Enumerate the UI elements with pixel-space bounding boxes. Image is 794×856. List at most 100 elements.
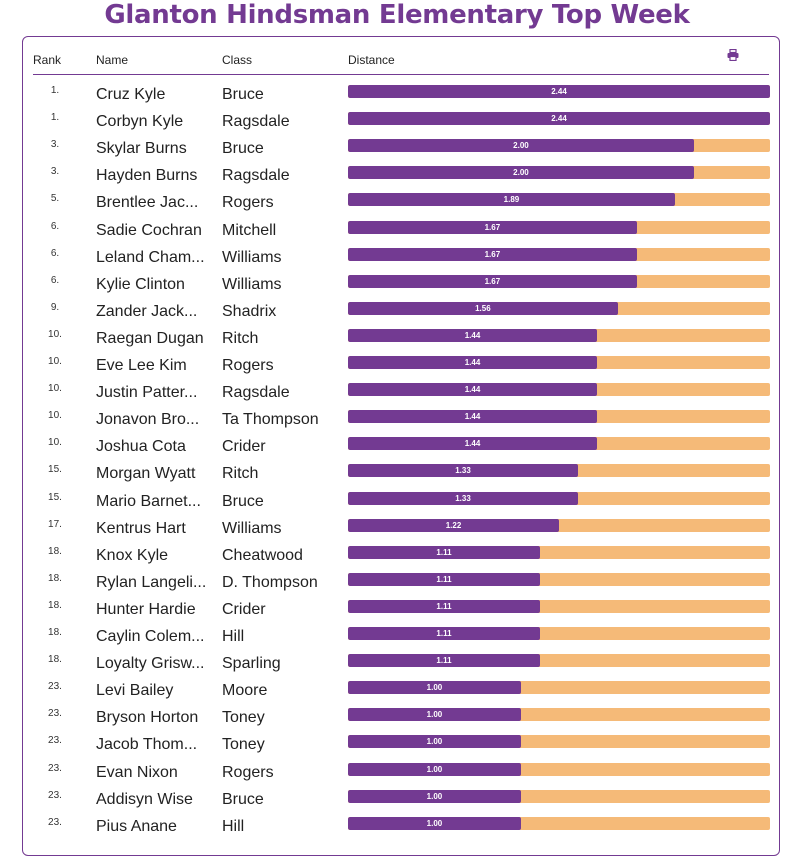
class-cell: Rogers — [222, 763, 274, 781]
distance-bar-track: 1.67 — [348, 247, 770, 261]
class-cell: Mitchell — [222, 221, 277, 239]
name-cell: Knox Kyle — [96, 546, 169, 564]
class-cell: Ritch — [222, 329, 259, 347]
class-cell: Cheatwood — [222, 546, 303, 564]
distance-bar-fill: 1.00 — [348, 708, 521, 722]
distance-value: 1.67 — [484, 276, 501, 286]
table-row: 23. Jacob Thom... Toney 1.00 — [23, 728, 779, 755]
distance-bar-fill: 1.11 — [348, 599, 540, 613]
table-row: 6. Leland Cham... Williams 1.67 — [23, 241, 779, 268]
name-cell: Levi Bailey — [96, 682, 174, 700]
class-cell: Hill — [222, 628, 245, 645]
page-title: Glanton Hindsman Elementary Top Week — [104, 0, 690, 30]
name-cell: Loyalty Grisw... — [96, 655, 205, 673]
leaderboard-card: Rank Name Class Distance 1. Cruz Kyle Bruc… — [22, 36, 780, 856]
distance-bar-track: 1.67 — [348, 220, 770, 234]
distance-value: 1.11 — [436, 547, 452, 557]
table-row: 15. Morgan Wyatt Ritch 1.33 — [23, 457, 779, 484]
distance-bar-track: 1.56 — [348, 301, 770, 315]
rank-cell: 10. — [48, 328, 62, 340]
distance-value: 1.67 — [484, 249, 501, 259]
name-cell: Skylar Burns — [96, 140, 187, 158]
distance-bar-track: 1.00 — [348, 816, 770, 830]
distance-bar-fill: 1.67 — [348, 247, 637, 261]
table-row: 3. Skylar Burns Bruce 2.00 — [23, 132, 779, 159]
distance-value: 1.44 — [464, 330, 481, 340]
distance-value: 2.00 — [513, 168, 529, 178]
distance-bar-fill: 1.00 — [348, 681, 521, 695]
distance-value: 1.89 — [503, 195, 520, 205]
name-cell: Eve Lee Kim — [96, 357, 187, 374]
rank-cell: 23. — [48, 762, 62, 774]
distance-value: 1.11 — [436, 629, 452, 638]
rank-cell: 6. — [50, 274, 60, 286]
class-cell: Hill — [222, 817, 245, 835]
table-row: 15. Mario Barnet... Bruce 1.33 — [23, 485, 779, 512]
distance-bar-fill: 1.11 — [348, 654, 540, 668]
table-row: 18. Caylin Colem... Hill 1.11 — [23, 620, 779, 647]
rank-cell: 10. — [48, 356, 62, 367]
table-row: 6. Sadie Cochran Mitchell 1.67 — [23, 214, 779, 241]
class-cell: Crider — [222, 438, 266, 456]
distance-bar-fill: 1.11 — [348, 545, 540, 559]
rank-cell: 15. — [48, 464, 62, 476]
table-row: 10. Jonavon Bro... Ta Thompson 1.44 — [23, 403, 779, 430]
name-cell: Raegan Dugan — [96, 329, 204, 347]
distance-value: 1.22 — [445, 520, 462, 530]
class-cell: Ragsdale — [222, 384, 290, 402]
rank-cell: 23. — [48, 735, 62, 747]
distance-value: 1.33 — [455, 466, 471, 476]
table-row: 1. Corbyn Kyle Ragsdale 2.44 — [23, 105, 779, 132]
rank-cell: 1. — [50, 112, 60, 124]
class-cell: Bruce — [222, 86, 264, 103]
distance-bar-track: 1.00 — [348, 762, 770, 776]
distance-value: 1.44 — [464, 412, 481, 422]
table-row: 23. Bryson Horton Toney 1.00 — [23, 701, 779, 728]
rank-cell: 23. — [48, 681, 62, 693]
name-cell: Hunter Hardie — [96, 600, 196, 618]
name-cell: Caylin Colem... — [96, 628, 205, 645]
name-cell: Hayden Burns — [96, 167, 198, 185]
printer-icon[interactable] — [727, 48, 739, 62]
name-cell: Corbyn Kyle — [96, 113, 184, 131]
name-cell: Zander Jack... — [96, 302, 198, 320]
table-row: 18. Hunter Hardie Crider 1.11 — [23, 593, 779, 620]
distance-bar-track: 1.22 — [348, 518, 770, 532]
class-cell: Williams — [222, 519, 282, 537]
table-row: 18. Loyalty Grisw... Sparling 1.11 — [23, 647, 779, 674]
name-cell: Joshua Cota — [96, 438, 186, 456]
distance-bar-track: 1.67 — [348, 274, 770, 288]
distance-value: 1.44 — [464, 439, 481, 449]
distance-bar-track: 1.11 — [348, 627, 770, 640]
distance-value: 2.00 — [513, 141, 529, 151]
table-header: Rank Name Class Distance — [23, 37, 779, 75]
distance-bar-track: 1.00 — [348, 735, 770, 749]
distance-bar-fill: 1.44 — [348, 328, 598, 342]
name-cell: Cruz Kyle — [96, 86, 166, 103]
class-cell: Moore — [222, 682, 268, 700]
name-cell: Jacob Thom... — [96, 736, 198, 754]
distance-bar-fill: 1.00 — [348, 735, 521, 749]
distance-bar-track: 1.44 — [348, 328, 770, 342]
class-cell: Ragsdale — [222, 113, 290, 131]
class-cell: Williams — [222, 248, 282, 266]
name-cell: Evan Nixon — [96, 763, 178, 781]
class-cell: Shadrix — [222, 302, 277, 320]
name-cell: Brentlee Jac... — [96, 194, 199, 212]
table-row: 5. Brentlee Jac... Rogers 1.89 — [23, 186, 779, 213]
table-row: 10. Joshua Cota Crider 1.44 — [23, 430, 779, 457]
class-cell: D. Thompson — [222, 573, 318, 591]
distance-bar-track: 1.00 — [348, 681, 770, 695]
distance-bar-track: 1.11 — [348, 572, 770, 586]
rank-cell: 3. — [50, 166, 60, 178]
distance-bar-track: 2.44 — [348, 112, 770, 126]
distance-value: 1.00 — [426, 764, 443, 774]
distance-bar-track: 1.89 — [348, 193, 770, 207]
distance-value: 1.33 — [455, 493, 471, 503]
distance-bar-fill: 1.67 — [348, 220, 637, 234]
distance-bar-fill: 1.33 — [348, 491, 579, 505]
class-cell: Ritch — [222, 465, 259, 483]
distance-bar-fill: 1.11 — [348, 572, 540, 586]
rank-cell: 9. — [50, 301, 60, 313]
distance-bar-track: 1.44 — [348, 410, 770, 424]
